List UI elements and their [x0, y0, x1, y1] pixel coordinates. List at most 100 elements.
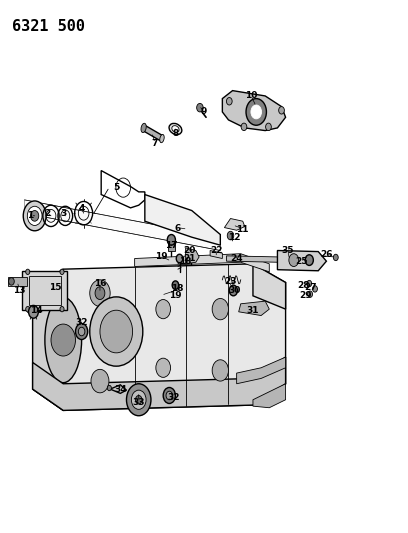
Circle shape	[26, 306, 30, 312]
Polygon shape	[277, 251, 326, 271]
Circle shape	[308, 291, 313, 297]
Circle shape	[241, 123, 247, 131]
Circle shape	[266, 123, 271, 131]
Circle shape	[176, 254, 183, 263]
Text: 16: 16	[94, 279, 106, 288]
Polygon shape	[22, 271, 67, 310]
Text: 20: 20	[184, 246, 196, 255]
Text: 15: 15	[49, 284, 61, 292]
Circle shape	[9, 278, 14, 285]
Circle shape	[227, 231, 234, 240]
Circle shape	[313, 286, 317, 292]
Circle shape	[91, 369, 109, 393]
Circle shape	[279, 107, 284, 114]
Circle shape	[163, 387, 175, 403]
Circle shape	[90, 297, 143, 366]
Polygon shape	[253, 264, 286, 309]
Text: 6321 500: 6321 500	[12, 19, 85, 34]
Text: 8: 8	[172, 129, 179, 138]
Bar	[8, 277, 27, 286]
Ellipse shape	[141, 123, 146, 133]
Polygon shape	[24, 200, 220, 251]
Text: 32: 32	[167, 393, 180, 401]
Circle shape	[289, 254, 299, 266]
Text: 17: 17	[165, 241, 177, 249]
Circle shape	[156, 358, 171, 377]
Text: 18: 18	[171, 285, 184, 293]
Text: 6: 6	[174, 224, 181, 232]
Text: 28: 28	[298, 281, 310, 289]
Circle shape	[166, 391, 173, 400]
Text: 34: 34	[114, 385, 126, 393]
Text: 18: 18	[180, 257, 192, 265]
Circle shape	[78, 327, 85, 336]
Ellipse shape	[169, 123, 182, 135]
Circle shape	[131, 390, 146, 409]
Text: 25: 25	[296, 257, 308, 265]
Circle shape	[126, 384, 151, 416]
Polygon shape	[145, 195, 220, 245]
Circle shape	[333, 254, 338, 261]
Polygon shape	[33, 269, 63, 410]
Text: 5: 5	[113, 183, 120, 192]
Circle shape	[229, 285, 237, 296]
Text: 33: 33	[133, 398, 145, 407]
Text: 11: 11	[237, 225, 249, 233]
Circle shape	[107, 385, 111, 391]
Text: 4: 4	[78, 205, 85, 213]
Text: 31: 31	[247, 306, 259, 314]
Circle shape	[100, 310, 133, 353]
Circle shape	[29, 305, 38, 318]
Polygon shape	[226, 256, 277, 262]
Text: 2: 2	[44, 209, 50, 217]
Polygon shape	[210, 251, 222, 259]
Circle shape	[51, 324, 75, 356]
Text: 14: 14	[31, 306, 43, 314]
Text: 10: 10	[245, 92, 257, 100]
Circle shape	[156, 300, 171, 319]
Text: 29: 29	[300, 292, 312, 300]
Circle shape	[60, 306, 64, 312]
Polygon shape	[224, 219, 245, 230]
Text: 30: 30	[228, 286, 241, 295]
Circle shape	[307, 280, 312, 287]
Circle shape	[23, 201, 46, 231]
Text: 24: 24	[231, 254, 243, 263]
Polygon shape	[237, 357, 286, 384]
Polygon shape	[135, 254, 269, 272]
Circle shape	[135, 395, 142, 404]
Circle shape	[60, 269, 64, 274]
Polygon shape	[253, 384, 286, 408]
Text: 21: 21	[184, 254, 196, 263]
Polygon shape	[33, 357, 286, 410]
Text: 27: 27	[304, 284, 316, 292]
Text: 19: 19	[169, 292, 182, 300]
Circle shape	[212, 360, 228, 381]
Ellipse shape	[45, 297, 82, 383]
Polygon shape	[143, 125, 163, 141]
Circle shape	[90, 280, 110, 306]
Text: 22: 22	[210, 246, 222, 255]
Text: 32: 32	[75, 318, 88, 327]
Circle shape	[95, 287, 105, 300]
Text: 3: 3	[60, 209, 67, 217]
Circle shape	[251, 105, 262, 119]
Circle shape	[27, 206, 42, 225]
Circle shape	[197, 103, 203, 112]
Polygon shape	[222, 91, 286, 131]
Text: 26: 26	[320, 251, 333, 259]
Text: 19: 19	[155, 253, 167, 261]
Polygon shape	[33, 264, 286, 410]
Circle shape	[167, 235, 175, 245]
Circle shape	[212, 298, 228, 320]
Polygon shape	[239, 301, 269, 316]
Bar	[168, 240, 175, 251]
Text: 1: 1	[27, 212, 34, 220]
Circle shape	[246, 99, 266, 125]
Text: 9: 9	[201, 108, 207, 116]
Polygon shape	[186, 248, 199, 264]
Ellipse shape	[172, 126, 179, 132]
Circle shape	[75, 324, 88, 340]
Ellipse shape	[160, 134, 164, 143]
Text: 7: 7	[152, 140, 158, 148]
